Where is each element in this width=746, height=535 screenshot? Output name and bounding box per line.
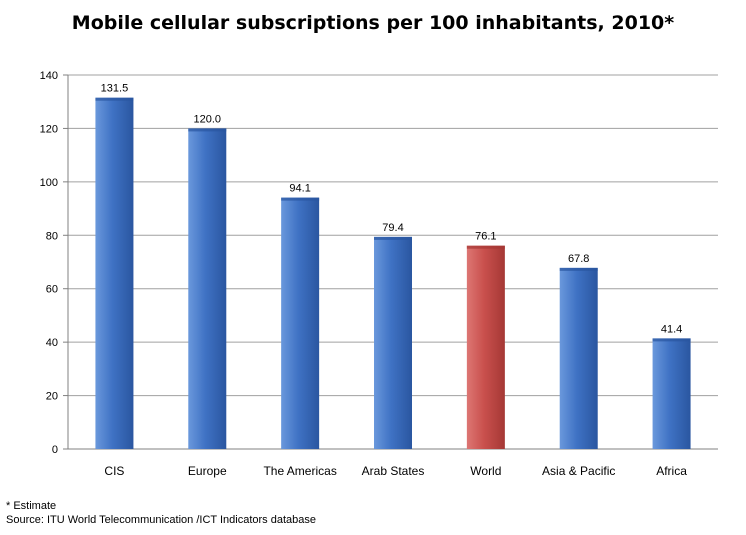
- x-tick-label: Asia & Pacific: [542, 464, 615, 478]
- x-tick-label: Europe: [188, 464, 227, 478]
- bar: [374, 236, 412, 449]
- footnote: * Estimate: [6, 500, 57, 512]
- bar: [281, 197, 320, 449]
- bar: [188, 128, 227, 449]
- data-label: 131.5: [101, 83, 129, 95]
- y-tick-label: 0: [52, 444, 58, 456]
- bar: [652, 338, 691, 449]
- bar: [95, 97, 134, 449]
- y-tick-label: 60: [46, 284, 58, 296]
- x-axis-ticks: CIS Europe The Americas Arab States World Asi…: [104, 464, 687, 478]
- bar-chart: 0 20 40 60 80 100 120 140 131.5 120.0 94.1 79.4 76.…: [40, 70, 718, 478]
- chart-title: Mobile cellular subscriptions per 100 in…: [71, 12, 675, 34]
- data-label: 76.1: [475, 231, 496, 243]
- x-tick-label: CIS: [104, 464, 124, 478]
- y-tick-label: 140: [40, 70, 58, 82]
- x-tick-label: The Americas: [263, 464, 336, 478]
- y-tick-label: 40: [46, 337, 58, 349]
- y-tick-label: 20: [46, 391, 58, 403]
- data-label: 41.4: [661, 323, 682, 335]
- source-note: Source: ITU World Telecommunication /ICT…: [6, 514, 316, 526]
- bar-cap: [652, 338, 691, 342]
- bar-cap: [188, 128, 227, 132]
- bar-cap: [374, 236, 412, 240]
- data-label: 94.1: [289, 183, 310, 195]
- x-tick-label: Arab States: [362, 464, 425, 478]
- y-tick-label: 120: [40, 123, 58, 135]
- bar-highlight: [466, 245, 505, 449]
- bar-cap: [466, 245, 505, 249]
- x-tick-label: World: [470, 464, 501, 478]
- data-label: 67.8: [568, 253, 589, 265]
- data-label: 120.0: [194, 113, 222, 125]
- data-label: 79.4: [382, 222, 403, 234]
- bar-cap: [95, 97, 134, 101]
- data-labels: 131.5 120.0 94.1 79.4 76.1 67.8 41.4: [101, 83, 683, 336]
- bar-cap: [559, 267, 598, 271]
- y-tick-label: 80: [46, 230, 58, 242]
- bar: [559, 267, 598, 449]
- bars: [95, 97, 691, 449]
- y-tick-label: 100: [40, 177, 58, 189]
- x-tick-label: Africa: [656, 464, 687, 478]
- bar-cap: [281, 197, 320, 201]
